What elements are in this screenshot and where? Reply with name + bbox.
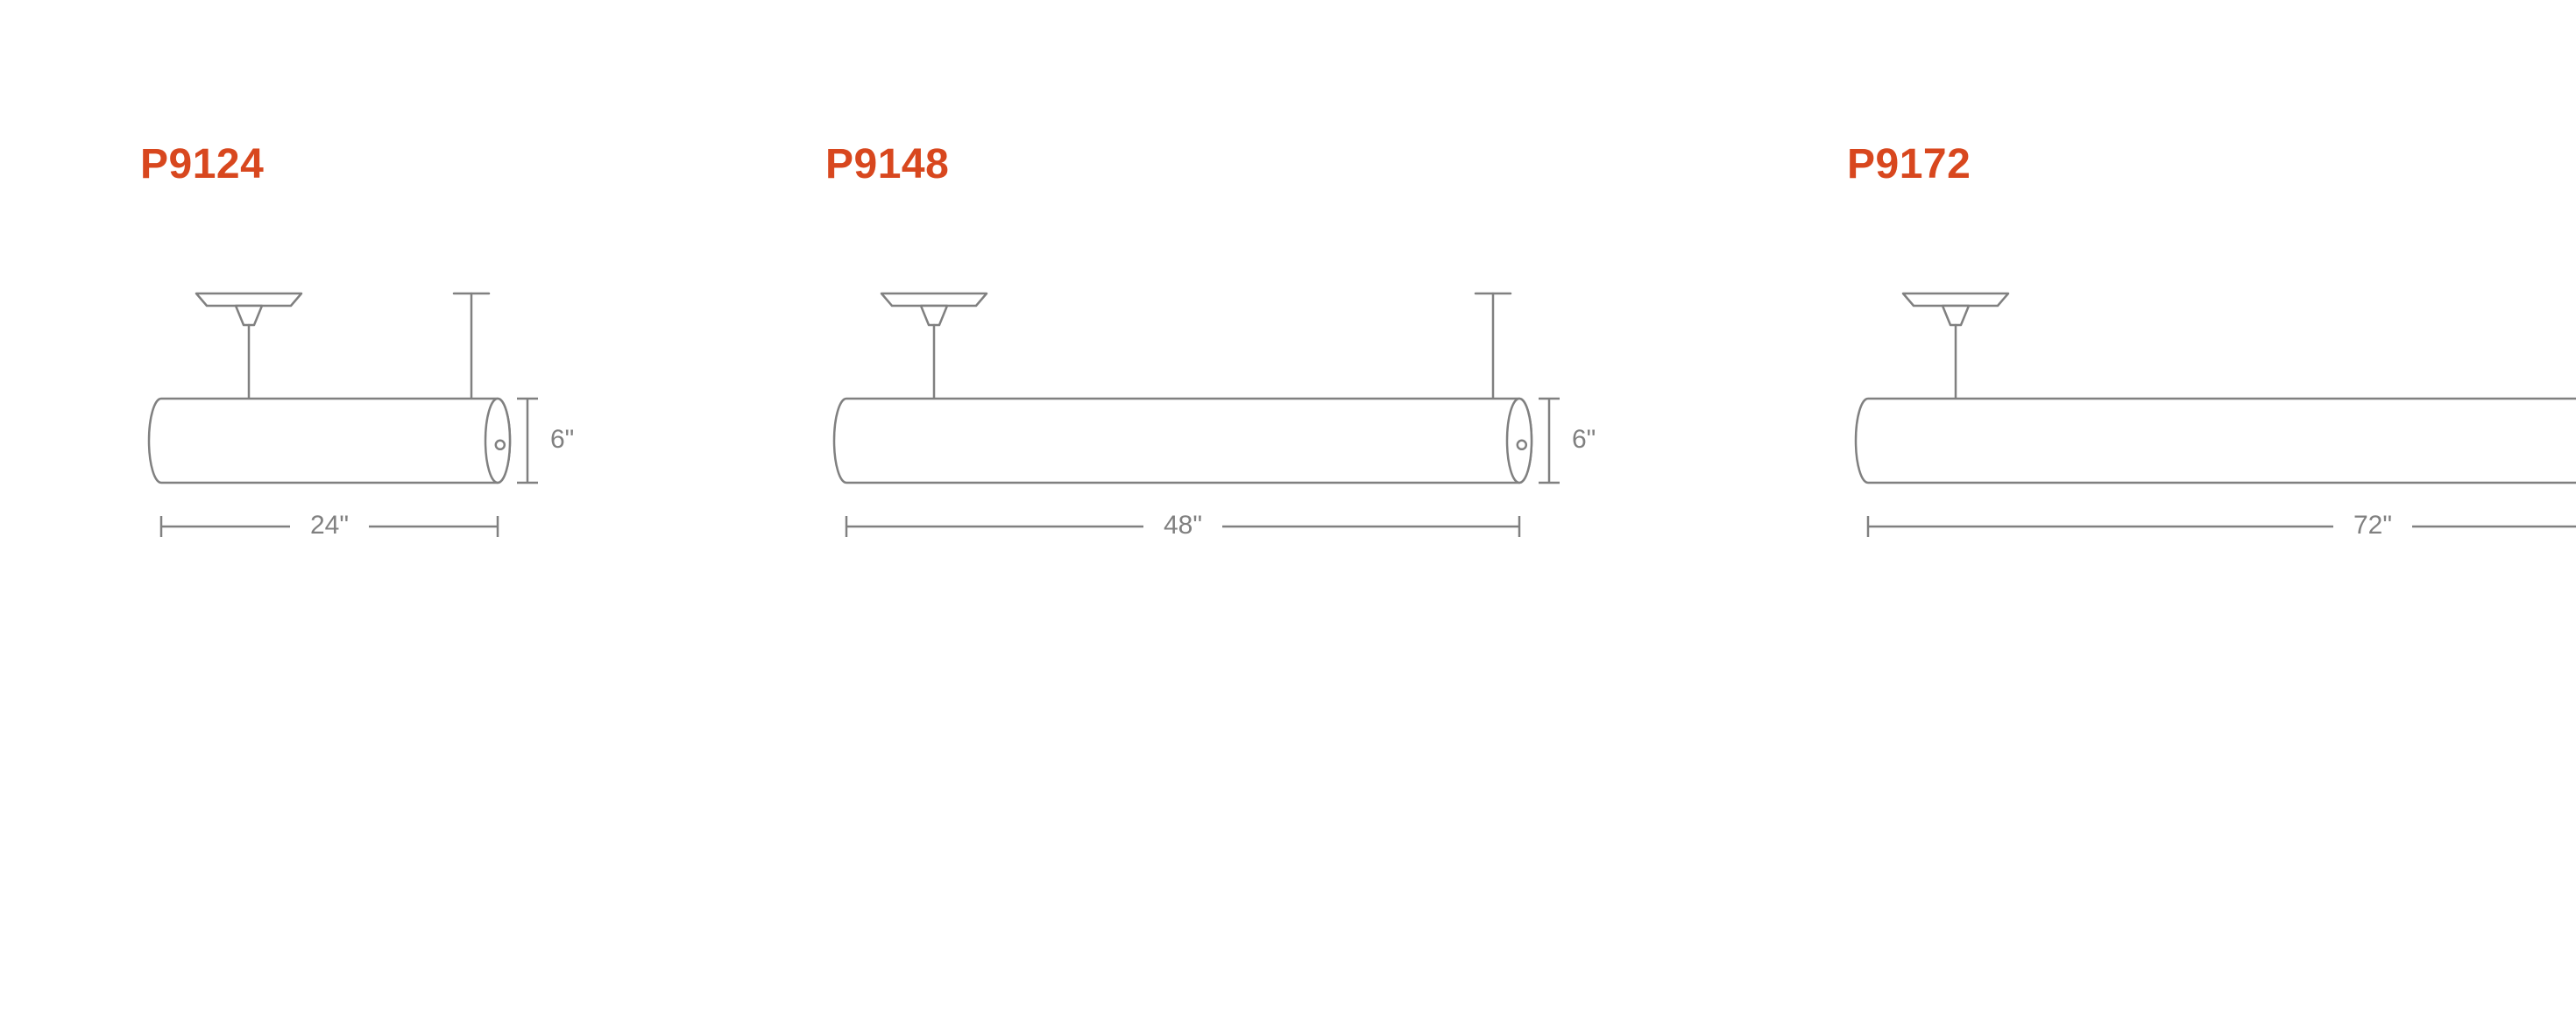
model-title: P9172 bbox=[1847, 140, 2576, 188]
canopy bbox=[881, 293, 987, 306]
width-dimension bbox=[1868, 516, 2576, 537]
model-title: P9124 bbox=[140, 140, 633, 188]
width-dimension-label: 72" bbox=[2353, 511, 2392, 540]
canopy bbox=[1903, 293, 2008, 306]
canopy bbox=[196, 293, 301, 306]
product-panel: P9172 6" bbox=[1847, 140, 2576, 588]
height-dimension bbox=[517, 399, 538, 483]
model-title: P9148 bbox=[825, 140, 1654, 188]
product-panel: P9148 6" bbox=[825, 140, 1654, 588]
product-panel: P9124 6" bbox=[140, 140, 633, 588]
width-dimension-label: 48" bbox=[1164, 511, 1202, 540]
height-dimension bbox=[1539, 399, 1560, 483]
canopy-bracket bbox=[921, 306, 947, 325]
canopy-bracket bbox=[236, 306, 262, 325]
tube-body bbox=[834, 399, 1532, 483]
endcap-dot bbox=[496, 441, 505, 449]
height-dimension-label: 6" bbox=[1572, 425, 1596, 454]
width-dimension-label: 24" bbox=[310, 511, 349, 540]
fixture-drawing: 6" 24" bbox=[140, 285, 633, 588]
tube-body bbox=[149, 399, 510, 483]
fixture-drawing: 6" 72" bbox=[1847, 285, 2576, 588]
endcap-dot bbox=[1518, 441, 1526, 449]
tube-body bbox=[1856, 399, 2576, 483]
fixture-drawing: 6" 48" bbox=[825, 285, 1654, 588]
canopy-bracket bbox=[1943, 306, 1969, 325]
product-dimension-diagram: P9124 6" bbox=[0, 0, 2576, 588]
height-dimension-label: 6" bbox=[550, 425, 574, 454]
